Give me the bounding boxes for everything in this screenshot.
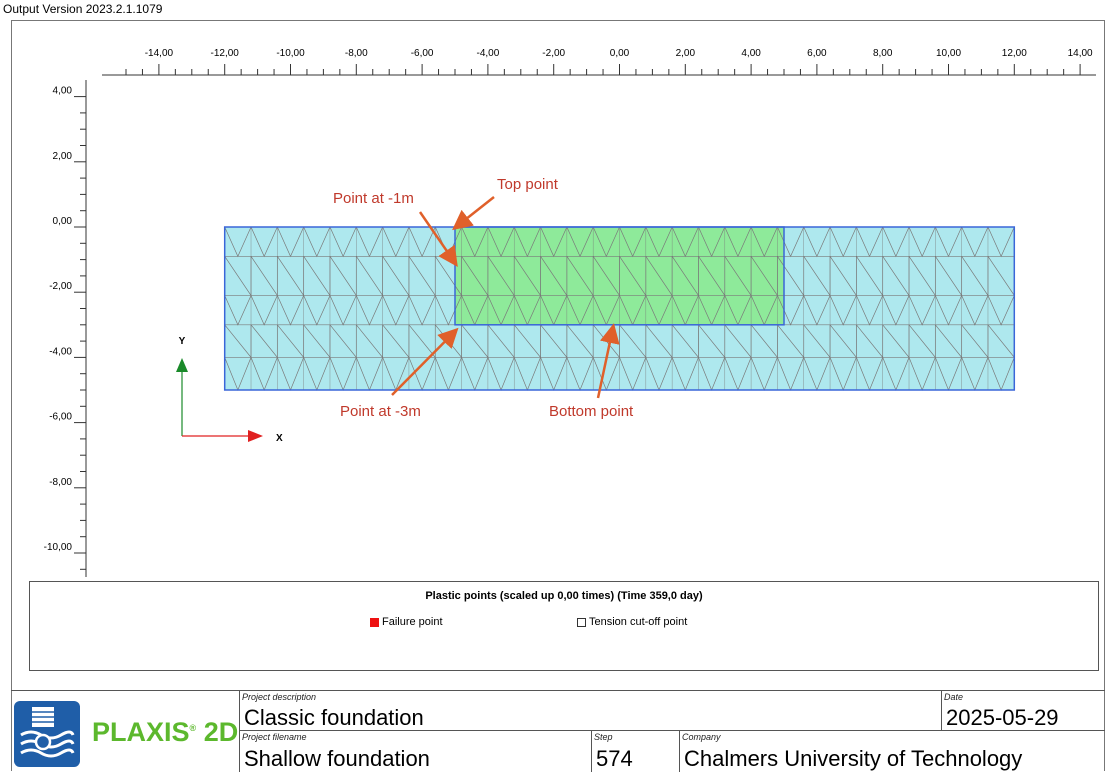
ruler-x-label: -10,00 [276, 48, 305, 59]
annotation-point-3m: Point at -3m [340, 403, 421, 420]
ruler-y-label: -8,00 [49, 477, 72, 488]
ruler-x-label: 2,00 [676, 48, 696, 59]
plot-frame [11, 20, 1105, 771]
failure-swatch-icon [370, 617, 379, 627]
ruler-x-label: -4,00 [477, 48, 500, 59]
step-value: 574 [596, 746, 633, 771]
legend-title: Plastic points (scaled up 0,00 times) (T… [425, 590, 703, 602]
date-cell: Date 2025-05-29 [941, 691, 1105, 731]
ruler-x-label: -6,00 [411, 48, 434, 59]
step-cell: Step 574 [591, 731, 679, 772]
ruler-x-label: 4,00 [741, 48, 761, 59]
company-value: Chalmers University of Technology [684, 746, 1023, 771]
project-description: Classic foundation [244, 705, 424, 730]
annotation-top-point: Top point [497, 176, 558, 193]
ruler-x-label: 8,00 [873, 48, 893, 59]
ruler-x-label: 0,00 [610, 48, 630, 59]
arrow-point-1m [418, 211, 458, 267]
model-canvas[interactable]: -14,00 -12,00 -10,00 -8,00 -6,00 -4,00 -2,00 0,… [0, 0, 1107, 690]
axes-glyph: YX [176, 336, 283, 444]
ruler-y-label: 0,00 [53, 216, 73, 227]
ruler-y: 4,00 2,00 0,00 -2,00 -4,00 -6,00 -8,00 -10,00 [44, 80, 87, 577]
ruler-y-label: -10,00 [44, 542, 73, 553]
axis-y-arrow-icon [176, 358, 188, 372]
axis-x-arrow-icon [248, 430, 263, 442]
annotation-arrows [391, 196, 620, 399]
ruler-x-label: -12,00 [211, 48, 240, 59]
axis-y-label: Y [179, 336, 186, 347]
project-description-cell: Project description Classic foundation [239, 691, 941, 731]
title-block: PLAXIS® 2D Project description Classic f… [11, 690, 1105, 772]
ruler-x-label: 12,00 [1002, 48, 1027, 59]
logo-suffix: 2D [203, 717, 239, 747]
ruler-x-label: -14,00 [145, 48, 174, 59]
ruler-x-label: 14,00 [1068, 48, 1093, 59]
date-value: 2025-05-29 [946, 705, 1059, 730]
mesh-geometry [223, 226, 1016, 391]
version-label: Output Version 2023.2.1.1079 [3, 2, 163, 16]
ruler-y-label: -4,00 [49, 346, 72, 357]
project-filename-label: Project filename [242, 732, 307, 742]
project-filename-cell: Project filename Shallow foundation [239, 731, 591, 772]
company-cell: Company Chalmers University of Technolog… [679, 731, 1105, 772]
legend-failure-label: Failure point [382, 616, 443, 628]
plaxis-logo: PLAXIS® 2D [11, 691, 239, 772]
legend-panel: Plastic points (scaled up 0,00 times) (T… [29, 581, 1099, 671]
ruler-y-label: -6,00 [49, 412, 72, 423]
project-filename: Shallow foundation [244, 746, 430, 771]
arrow-bottom-point [596, 323, 620, 399]
legend-tension: Tension cut-off point [577, 616, 687, 628]
company-label: Company [682, 732, 721, 742]
legend-tension-label: Tension cut-off point [589, 616, 688, 628]
annotation-point-1m: Point at -1m [333, 190, 414, 207]
ruler-x: -14,00 -12,00 -10,00 -8,00 -6,00 -4,00 -2,00 0,… [102, 48, 1096, 76]
plaxis-logo-icon [14, 701, 80, 767]
ruler-x-label: -2,00 [542, 48, 565, 59]
project-description-label: Project description [242, 692, 317, 702]
legend-failure: Failure point [370, 616, 443, 628]
arrow-top-point [452, 196, 495, 231]
logo-text: PLAXIS [92, 717, 190, 747]
ruler-y-label: 4,00 [53, 86, 73, 97]
date-label: Date [944, 692, 964, 702]
step-label: Step [594, 732, 613, 742]
axis-x-label: X [276, 433, 283, 444]
ruler-x-label: 10,00 [936, 48, 961, 59]
arrow-point-3m [391, 327, 459, 396]
ruler-y-label: -2,00 [49, 281, 72, 292]
annotation-bottom-point: Bottom point [549, 403, 634, 420]
tension-swatch-icon [577, 617, 586, 627]
ruler-x-label: -8,00 [345, 48, 368, 59]
ruler-y-label: 2,00 [53, 151, 73, 162]
ruler-x-label: 6,00 [807, 48, 827, 59]
